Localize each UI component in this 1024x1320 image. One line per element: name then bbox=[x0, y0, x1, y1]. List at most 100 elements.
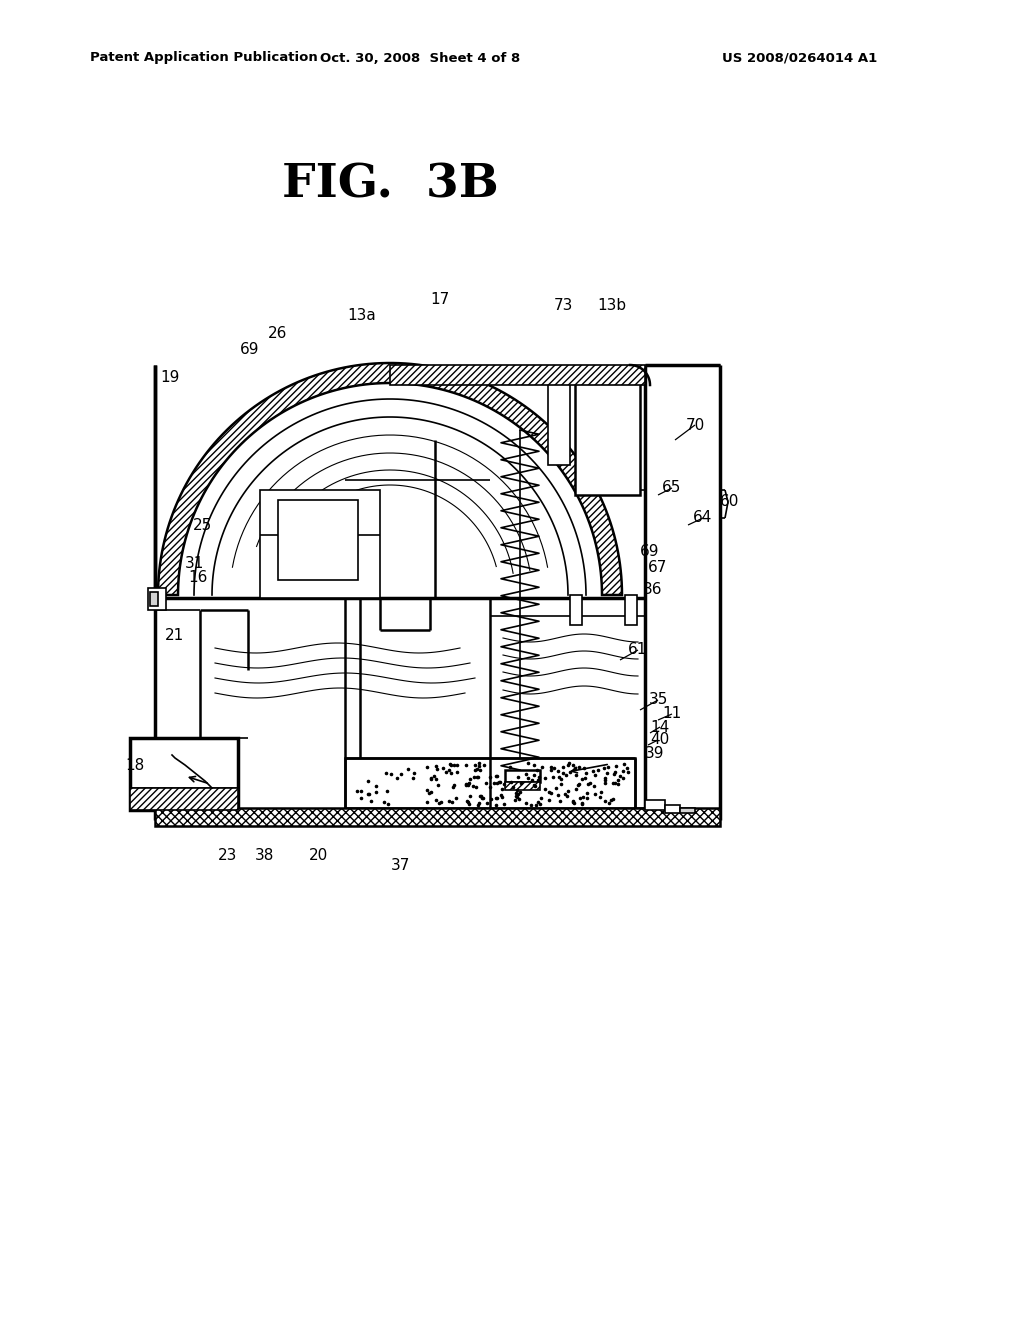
Point bbox=[580, 774, 596, 795]
Point bbox=[548, 777, 564, 799]
Point bbox=[509, 785, 525, 807]
Point bbox=[474, 788, 490, 809]
Point bbox=[520, 768, 537, 789]
Point bbox=[502, 756, 518, 777]
Point bbox=[475, 788, 492, 809]
Point bbox=[461, 772, 477, 793]
Text: 31: 31 bbox=[185, 556, 205, 570]
Point bbox=[614, 768, 631, 789]
Point bbox=[422, 781, 438, 803]
Point bbox=[565, 755, 582, 776]
Point bbox=[503, 772, 519, 793]
Point bbox=[519, 752, 536, 774]
Text: 67: 67 bbox=[648, 561, 668, 576]
Point bbox=[570, 756, 587, 777]
Point bbox=[568, 779, 585, 800]
Point bbox=[614, 760, 631, 781]
Point bbox=[534, 756, 550, 777]
Point bbox=[419, 756, 435, 777]
Point bbox=[492, 772, 508, 793]
Point bbox=[529, 759, 546, 780]
Point bbox=[573, 768, 590, 789]
Point bbox=[496, 793, 512, 814]
Point bbox=[587, 784, 603, 805]
Point bbox=[558, 764, 574, 785]
Point bbox=[508, 785, 524, 807]
Text: 69: 69 bbox=[241, 342, 260, 358]
Point bbox=[568, 764, 585, 785]
Point bbox=[470, 792, 486, 813]
Point bbox=[592, 787, 608, 808]
Point bbox=[407, 763, 423, 784]
Point bbox=[562, 762, 579, 783]
Point bbox=[597, 791, 613, 812]
Point bbox=[526, 755, 543, 776]
Point bbox=[442, 755, 459, 776]
Point bbox=[510, 783, 526, 804]
Point bbox=[488, 766, 505, 787]
Point bbox=[488, 787, 505, 808]
Point bbox=[469, 759, 485, 780]
Point bbox=[605, 788, 622, 809]
Bar bbox=[155, 808, 720, 826]
Point bbox=[585, 760, 601, 781]
Text: 14: 14 bbox=[650, 719, 670, 734]
Point bbox=[359, 771, 376, 792]
Text: 13a: 13a bbox=[347, 308, 377, 322]
Point bbox=[440, 759, 457, 780]
Point bbox=[510, 767, 526, 788]
Point bbox=[505, 776, 521, 797]
Point bbox=[449, 762, 465, 783]
Bar bbox=[575, 375, 640, 495]
Point bbox=[550, 767, 566, 788]
Point bbox=[590, 759, 606, 780]
Point bbox=[565, 791, 582, 812]
Point bbox=[555, 756, 571, 777]
Point bbox=[606, 772, 623, 793]
Point bbox=[507, 789, 523, 810]
Point bbox=[512, 774, 528, 795]
Point bbox=[573, 793, 590, 814]
Point bbox=[579, 788, 595, 809]
Point bbox=[524, 770, 541, 791]
Point bbox=[543, 756, 559, 777]
Point bbox=[618, 758, 635, 779]
Text: 18: 18 bbox=[125, 758, 144, 772]
Point bbox=[555, 763, 571, 784]
Point bbox=[528, 795, 545, 816]
Point bbox=[466, 759, 482, 780]
Point bbox=[566, 792, 583, 813]
Point bbox=[545, 766, 561, 787]
Bar bbox=[345, 758, 635, 808]
Point bbox=[588, 764, 604, 785]
Text: 35: 35 bbox=[648, 693, 668, 708]
Bar bbox=[390, 366, 645, 385]
Point bbox=[586, 776, 602, 797]
Point bbox=[429, 759, 445, 780]
Point bbox=[471, 752, 487, 774]
Point bbox=[488, 772, 505, 793]
Point bbox=[596, 772, 612, 793]
Polygon shape bbox=[158, 363, 622, 595]
Point bbox=[482, 788, 499, 809]
Point bbox=[376, 791, 392, 812]
Point bbox=[434, 758, 451, 779]
Point bbox=[541, 781, 557, 803]
Point bbox=[449, 755, 465, 776]
Point bbox=[481, 767, 498, 788]
Bar bbox=[680, 808, 695, 813]
Bar bbox=[548, 375, 570, 465]
Point bbox=[470, 767, 486, 788]
Point bbox=[430, 775, 446, 796]
Point bbox=[512, 781, 528, 803]
Point bbox=[537, 777, 553, 799]
Text: 65: 65 bbox=[663, 480, 682, 495]
Point bbox=[479, 793, 496, 814]
Point bbox=[471, 756, 487, 777]
Point bbox=[368, 781, 384, 803]
Point bbox=[490, 771, 507, 792]
Point bbox=[378, 763, 394, 784]
Point bbox=[465, 776, 481, 797]
Text: Patent Application Publication: Patent Application Publication bbox=[90, 51, 317, 65]
Point bbox=[615, 754, 632, 775]
